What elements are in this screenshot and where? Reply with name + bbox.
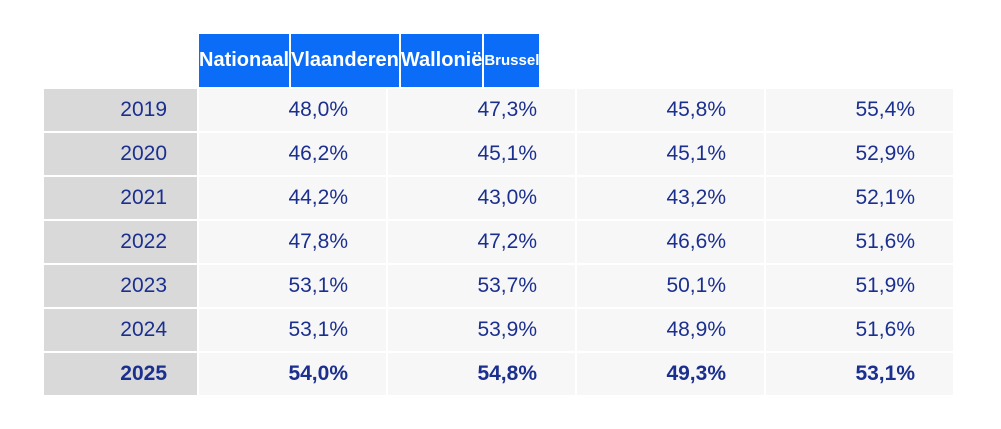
value-cell: 45,1% xyxy=(577,133,764,175)
value-cell: 43,2% xyxy=(577,177,764,219)
year-cell: 2025 xyxy=(44,353,197,395)
year-cell: 2020 xyxy=(44,133,197,175)
table-row-highlight: 2025 54,0% 54,8% 49,3% 53,1% xyxy=(44,353,954,395)
table-row: 2019 48,0% 47,3% 45,8% 55,4% xyxy=(44,89,954,131)
value-cell: 51,6% xyxy=(766,309,953,351)
table-row: 2020 46,2% 45,1% 45,1% 52,9% xyxy=(44,133,954,175)
header-nationaal: Nationaal xyxy=(199,34,290,87)
year-cell: 2019 xyxy=(44,89,197,131)
value-cell: 47,2% xyxy=(388,221,575,263)
value-cell: 52,1% xyxy=(766,177,953,219)
value-cell: 47,8% xyxy=(199,221,386,263)
value-cell: 44,2% xyxy=(199,177,386,219)
value-cell: 52,9% xyxy=(766,133,953,175)
header-corner xyxy=(44,34,197,87)
value-cell: 50,1% xyxy=(577,265,764,307)
value-cell: 46,6% xyxy=(577,221,764,263)
data-table: Nationaal Vlaanderen Wallonië Brussel 20… xyxy=(44,34,954,397)
value-cell: 53,1% xyxy=(199,265,386,307)
value-cell: 47,3% xyxy=(388,89,575,131)
table-header-row: Nationaal Vlaanderen Wallonië Brussel xyxy=(44,34,954,87)
table-row: 2023 53,1% 53,7% 50,1% 51,9% xyxy=(44,265,954,307)
value-cell: 53,9% xyxy=(388,309,575,351)
year-cell: 2024 xyxy=(44,309,197,351)
value-cell: 53,7% xyxy=(388,265,575,307)
header-wallonie: Wallonië xyxy=(400,34,483,87)
table-row: 2024 53,1% 53,9% 48,9% 51,6% xyxy=(44,309,954,351)
header-brussel: Brussel xyxy=(484,34,540,87)
value-cell: 55,4% xyxy=(766,89,953,131)
year-cell: 2021 xyxy=(44,177,197,219)
value-cell: 48,9% xyxy=(577,309,764,351)
year-cell: 2022 xyxy=(44,221,197,263)
value-cell: 43,0% xyxy=(388,177,575,219)
header-vlaanderen: Vlaanderen xyxy=(291,34,399,87)
value-cell: 51,9% xyxy=(766,265,953,307)
value-cell: 48,0% xyxy=(199,89,386,131)
value-cell: 46,2% xyxy=(199,133,386,175)
value-cell: 53,1% xyxy=(766,353,953,395)
table-row: 2022 47,8% 47,2% 46,6% 51,6% xyxy=(44,221,954,263)
table-row: 2021 44,2% 43,0% 43,2% 52,1% xyxy=(44,177,954,219)
value-cell: 49,3% xyxy=(577,353,764,395)
year-cell: 2023 xyxy=(44,265,197,307)
value-cell: 45,1% xyxy=(388,133,575,175)
value-cell: 51,6% xyxy=(766,221,953,263)
value-cell: 45,8% xyxy=(577,89,764,131)
value-cell: 54,8% xyxy=(388,353,575,395)
value-cell: 53,1% xyxy=(199,309,386,351)
value-cell: 54,0% xyxy=(199,353,386,395)
